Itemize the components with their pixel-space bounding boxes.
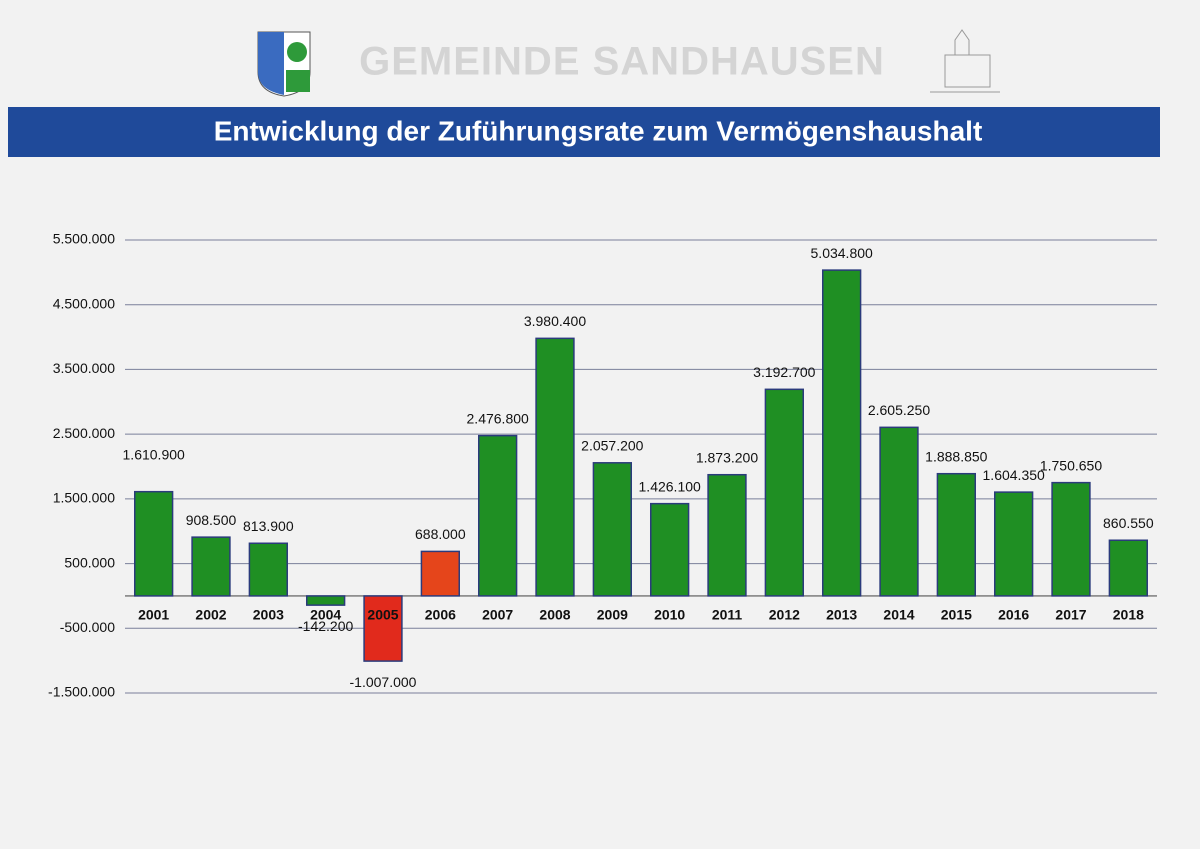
bar (764, 388, 805, 597)
x-tick-label: 2002 (195, 607, 226, 623)
y-tick-label: -1.500.000 (48, 684, 115, 700)
bar (879, 426, 919, 597)
bar (248, 542, 289, 597)
y-tick-label: 500.000 (64, 554, 115, 570)
x-tick-label: 2017 (1055, 607, 1086, 623)
y-tick-label: 1.500.000 (53, 490, 115, 506)
bar (592, 462, 633, 597)
bar (707, 473, 747, 597)
x-tick-label: 2003 (253, 607, 284, 623)
coat-of-arms (257, 31, 311, 97)
x-tick-label: 2014 (883, 607, 914, 623)
bar (535, 337, 575, 597)
building-logo (930, 29, 1000, 93)
x-tick-label: 2015 (941, 607, 972, 623)
bar (649, 502, 690, 597)
x-tick-label: 2009 (597, 607, 628, 623)
y-tick-label: 2.500.000 (53, 425, 115, 441)
bar (993, 491, 1034, 597)
bar (477, 434, 518, 597)
x-tick-label: 2013 (826, 607, 857, 623)
value-label: 813.900 (243, 518, 294, 534)
value-label: 1.610.900 (123, 446, 185, 462)
value-label: 2.476.800 (467, 410, 529, 426)
x-tick-label: 2008 (539, 607, 570, 623)
bar (420, 550, 461, 597)
value-label: 1.888.850 (925, 448, 987, 464)
bar (821, 269, 862, 597)
x-tick-label: 2001 (138, 607, 169, 623)
value-label: 1.426.100 (639, 478, 701, 494)
bar (305, 595, 346, 606)
y-tick-label: 5.500.000 (53, 231, 115, 247)
bar (936, 472, 977, 597)
value-label: 1.604.350 (983, 467, 1045, 483)
value-label: 2.057.200 (581, 438, 643, 454)
value-label: 2.605.250 (868, 402, 930, 418)
value-label: 688.000 (415, 526, 466, 542)
value-label: 3.980.400 (524, 313, 586, 329)
value-label: 5.034.800 (811, 245, 873, 261)
organization-name: GEMEINDE SANDHAUSEN (359, 40, 885, 84)
y-tick-label: 4.500.000 (53, 295, 115, 311)
value-label: 1.750.650 (1040, 457, 1102, 473)
value-label: 908.500 (186, 512, 237, 528)
value-label: -1.007.000 (350, 674, 417, 690)
value-label: 1.873.200 (696, 449, 758, 465)
y-tick-label: -500.000 (60, 619, 115, 635)
x-tick-label: 2010 (654, 607, 685, 623)
x-tick-label: 2006 (425, 607, 456, 623)
x-tick-label: 2012 (769, 607, 800, 623)
value-label: 3.192.700 (753, 364, 815, 380)
x-tick-label: 2007 (482, 607, 513, 623)
x-tick-label: 2004 (310, 607, 341, 623)
bar (363, 595, 403, 662)
title-bar (8, 107, 1160, 157)
value-label: -142.200 (298, 618, 353, 634)
x-tick-label: 2016 (998, 607, 1029, 623)
x-tick-label: 2018 (1113, 607, 1144, 623)
value-label: 860.550 (1103, 515, 1154, 531)
bar (1051, 481, 1091, 597)
x-tick-label: 2005 (367, 607, 398, 623)
bar (191, 536, 231, 597)
bar (133, 490, 174, 597)
chart-title: Entwicklung der Zuführungsrate zum Vermö… (214, 115, 983, 146)
x-tick-label: 2011 (712, 607, 743, 623)
y-tick-label: 3.500.000 (53, 360, 115, 376)
bar (1108, 539, 1149, 597)
